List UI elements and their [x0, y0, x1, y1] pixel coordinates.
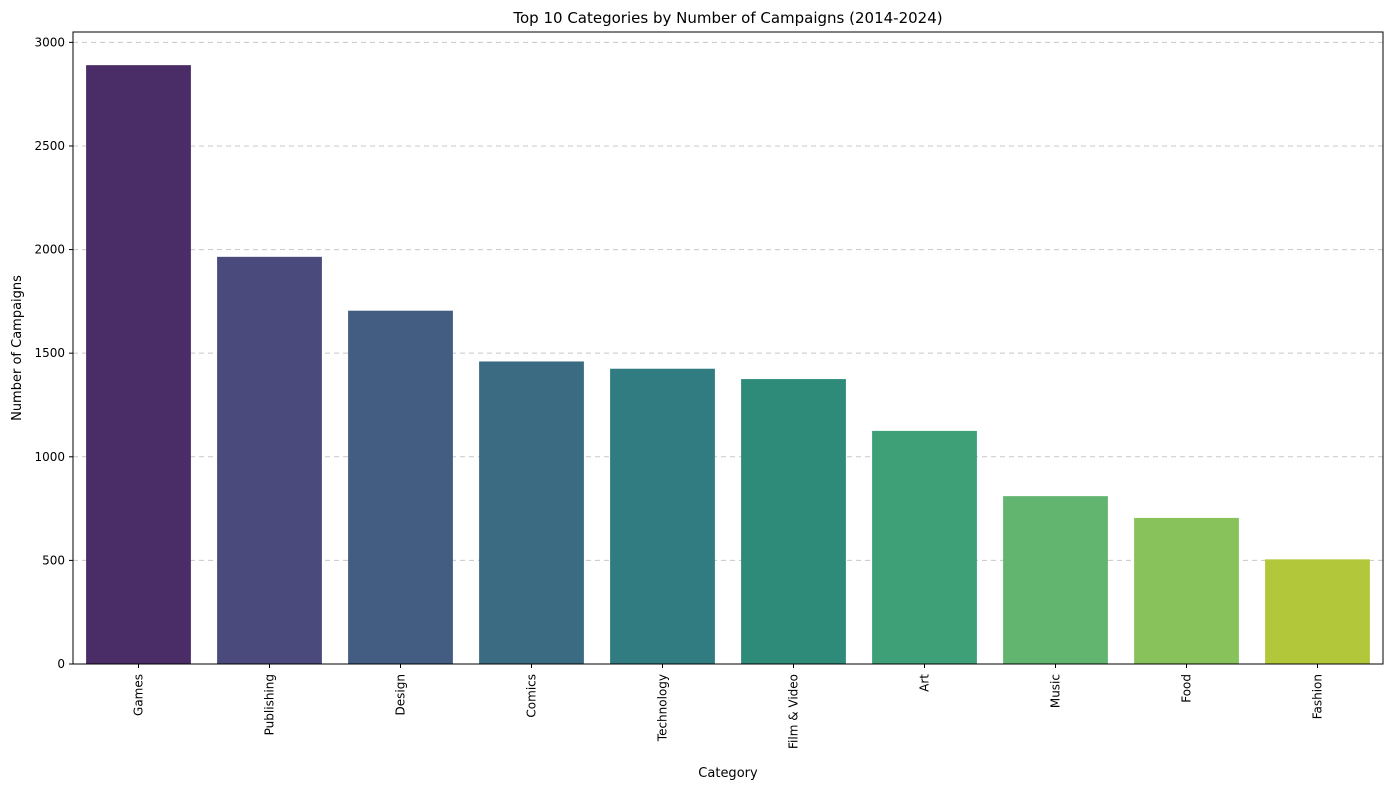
bar-games [86, 65, 191, 664]
y-axis-ticks: 0 500 1000 1500 2000 2500 3000 [34, 35, 73, 671]
y-tick-label: 2000 [34, 243, 65, 257]
bars [86, 65, 1370, 664]
chart-title: Top 10 Categories by Number of Campaigns… [512, 9, 942, 27]
bar-music [1003, 496, 1108, 664]
bar-technology [610, 368, 715, 664]
x-tick-label: Food [1180, 674, 1194, 703]
x-axis-ticks: Games Publishing Design Comics Technology Fil… [132, 664, 1325, 749]
y-axis-label: Number of Campaigns [10, 275, 25, 421]
x-axis-label: Category [698, 766, 758, 781]
x-tick-label: Technology [656, 674, 670, 742]
bar-design [348, 310, 453, 664]
y-tick-label: 500 [42, 553, 65, 567]
x-tick-label: Design [394, 674, 408, 715]
bar-film-video [741, 379, 846, 664]
axes [72, 31, 1384, 665]
plot-frame [72, 31, 1384, 665]
bar-food [1134, 517, 1239, 664]
x-tick-label: Comics [525, 674, 539, 718]
bar-art [872, 430, 977, 664]
y-tick-label: 3000 [34, 35, 65, 49]
bar-fashion [1265, 559, 1370, 664]
x-tick-label: Art [918, 674, 932, 692]
x-tick-label: Music [1049, 674, 1063, 708]
y-tick-label: 0 [57, 657, 65, 671]
x-tick-label: Games [132, 674, 146, 716]
x-tick-label: Film & Video [787, 674, 801, 749]
y-tick-label: 2500 [34, 139, 65, 153]
x-tick-label: Publishing [263, 674, 277, 735]
y-tick-label: 1500 [34, 346, 65, 360]
bar-comics [479, 361, 584, 664]
x-tick-label: Fashion [1311, 674, 1325, 719]
bar-publishing [217, 256, 322, 664]
y-tick-label: 1000 [34, 450, 65, 464]
